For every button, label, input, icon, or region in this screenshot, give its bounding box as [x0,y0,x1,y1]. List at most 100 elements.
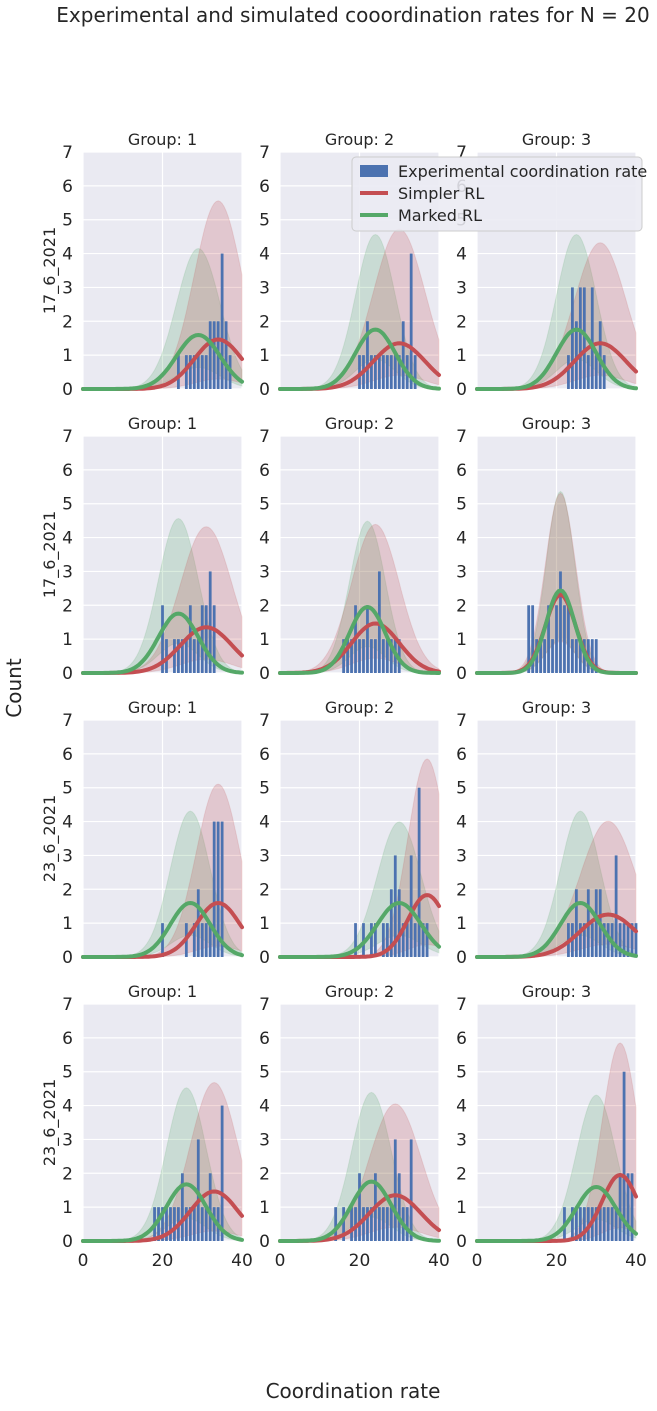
y-tick-label: 1 [62,1198,73,1218]
experimental-bar [370,1207,373,1241]
marked-line [81,901,244,959]
experimental-bar [590,287,594,389]
panel-12: 0 1 2 3 4 5 6 7 0 20 40 Group: 3 [456,982,647,1271]
experimental-bar [192,923,196,957]
marked-line [278,605,441,675]
experimental-bar [598,321,602,389]
y-tick-label: 5 [62,779,73,799]
panel-title: Group: 1 [128,982,197,1001]
experimental-bar [165,639,168,673]
y-tick-label: 2 [259,1164,270,1184]
y-tick-label: 2 [456,312,467,332]
y-tick-label: 2 [62,1164,73,1184]
y-tick-label: 5 [259,779,270,799]
y-tick-label: 3 [62,278,73,298]
y-tick-label: 0 [62,1232,73,1252]
experimental-bar [578,1207,582,1241]
x-tick-label: 40 [231,1251,253,1271]
panel-title: Group: 3 [522,698,591,717]
experimental-bar [389,889,393,957]
experimental-bar [626,1173,630,1241]
y-tick-label: 4 [259,813,270,833]
y-tick-label: 2 [456,880,467,900]
experimental-bar [567,605,570,673]
experimental-bar [350,1207,353,1241]
y-tick-label: 4 [456,245,467,265]
experimental-bar [362,1207,365,1241]
experimental-bar [381,923,385,957]
experimental-bar [559,571,562,673]
panel-title: Group: 1 [128,414,197,433]
experimental-bar [184,1207,188,1241]
experimental-bar [590,923,594,957]
experimental-bar [397,889,401,957]
panel-title: Group: 1 [128,698,197,717]
experimental-bar [208,923,212,957]
y-tick-label: 7 [259,143,270,163]
experimental-bar [354,923,357,957]
experimental-bar [370,923,373,957]
row-label: 23_6_2021 [40,1079,60,1166]
experimental-bar [393,355,397,389]
experimental-bar [413,923,417,957]
panel-title: Group: 3 [522,130,591,149]
y-tick-label: 3 [456,278,467,298]
y-tick-label: 1 [456,346,467,366]
experimental-bar [346,639,349,673]
experimental-bar [594,639,598,673]
experimental-bar [381,1207,385,1241]
experimental-bar [630,1173,634,1241]
y-tick-label: 6 [62,745,73,765]
experimental-bar [571,1207,574,1241]
experimental-bar [196,639,200,673]
x-tick-label: 40 [625,1251,647,1271]
experimental-bar [165,1207,168,1241]
x-tick-label: 40 [428,1251,450,1271]
y-tick-label: 7 [456,995,467,1015]
y-tick-label: 0 [456,664,467,684]
experimental-bar [157,1207,160,1241]
experimental-bar [208,321,212,389]
experimental-bar [602,923,606,957]
y-tick-label: 5 [259,495,270,515]
experimental-bar [582,923,586,957]
panel-5: 0 1 2 3 4 5 6 7 Group: 2 [259,414,441,684]
y-tick-label: 6 [62,177,73,197]
legend-label: Marked RL [398,206,482,225]
experimental-bar [224,321,228,389]
panel-1: 0 1 2 3 4 5 6 7 Group: 1 17_6_2021 [40,130,244,400]
marked-line [81,611,244,675]
y-tick-label: 5 [456,779,467,799]
experimental-bar [602,355,606,389]
y-tick-label: 1 [456,914,467,934]
experimental-bar [634,923,638,957]
experimental-bar [200,605,204,673]
experimental-bar [594,1207,598,1241]
y-tick-label: 6 [259,745,270,765]
experimental-bar [574,639,578,673]
y-tick-label: 1 [62,346,73,366]
x-tick-label: 20 [546,1251,568,1271]
y-tick-label: 4 [62,813,73,833]
y-tick-label: 6 [259,1029,270,1049]
experimental-bar [527,605,531,673]
y-tick-label: 7 [456,143,467,163]
experimental-bar [578,639,582,673]
experimental-bar [567,355,570,389]
experimental-bar [586,355,590,389]
experimental-bar [188,1207,192,1241]
panel-7: 0 1 2 3 4 5 6 7 Group: 1 23_6_2021 [40,698,244,968]
experimental-bar [188,605,192,673]
legend: Experimental coordination rate Simpler RL… [351,156,647,232]
y-tick-label: 3 [259,846,270,866]
y-tick-label: 0 [62,664,73,684]
x-tick-label: 0 [78,1251,89,1271]
experimental-bar [370,639,373,673]
experimental-bar [381,639,385,673]
y-tick-label: 1 [62,630,73,650]
y-tick-label: 0 [259,664,270,684]
panel-title: Group: 2 [325,130,394,149]
experimental-bar [342,1207,345,1241]
experimental-bar [374,355,377,389]
